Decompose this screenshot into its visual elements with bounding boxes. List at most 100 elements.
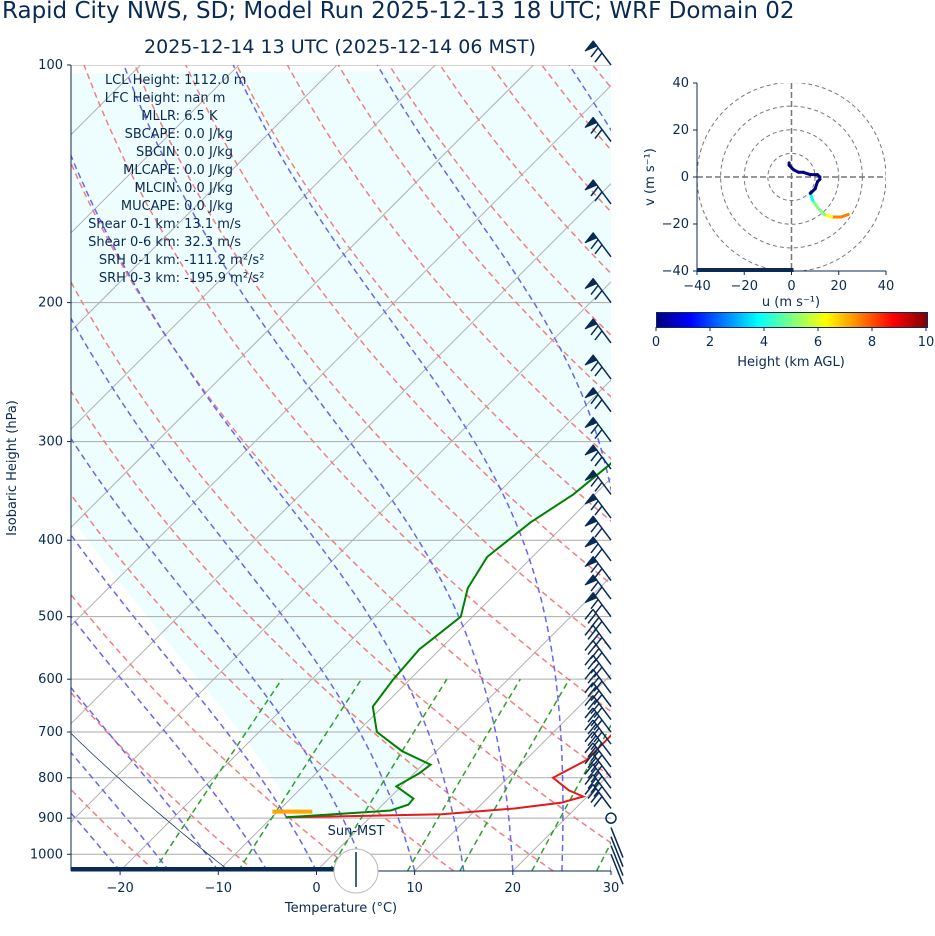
wind-barb bbox=[584, 695, 612, 720]
wind-barb bbox=[584, 469, 612, 495]
param-shear-0-1: Shear 0-1 km: 13.1 m/s bbox=[88, 217, 242, 232]
moist-adiabat bbox=[71, 615, 269, 871]
y-tick-label: 200 bbox=[38, 296, 63, 311]
hodograph-segment bbox=[815, 206, 827, 217]
wind-barb bbox=[610, 845, 624, 876]
isotherm-line bbox=[217, 477, 611, 871]
param-mlcape: MLCAPE: 0.0 J/kg bbox=[123, 163, 233, 178]
hodograph-x-tick-label: 0 bbox=[787, 279, 795, 294]
wind-barb bbox=[610, 853, 624, 885]
moist-adiabat bbox=[71, 811, 121, 871]
wind-barb-feather bbox=[590, 476, 599, 487]
wind-barb-feather bbox=[590, 361, 599, 372]
wind-barb-feather bbox=[587, 788, 597, 799]
dry-adiabat bbox=[71, 280, 611, 844]
wind-barb-feather bbox=[587, 711, 597, 723]
wind-barb-feather bbox=[593, 694, 603, 706]
dry-adiabat bbox=[337, 65, 611, 398]
wind-barb-feather bbox=[590, 186, 599, 197]
wind-barb-feather bbox=[590, 761, 600, 773]
isotherm-line bbox=[119, 379, 611, 871]
wind-barb-feather bbox=[594, 586, 603, 597]
wind-barb bbox=[584, 774, 612, 800]
wind-barb bbox=[610, 827, 624, 858]
dry-adiabat bbox=[286, 65, 611, 460]
wind-barb-feather bbox=[593, 620, 603, 632]
wind-barb-feather bbox=[590, 632, 600, 644]
wind-barb-feather bbox=[590, 727, 600, 739]
wind-barb-flag bbox=[584, 493, 598, 505]
x-tick-label: 30 bbox=[603, 881, 620, 896]
dry-adiabat bbox=[71, 691, 255, 871]
skewt-axes: 100 200 300 400 500 600 700 800 900 1000 −20 −10 0 10… bbox=[5, 58, 619, 916]
mixing-ratio-line bbox=[153, 678, 283, 871]
wind-barb bbox=[584, 731, 612, 757]
wind-barb-feather bbox=[594, 527, 603, 538]
wind-barb-feather bbox=[584, 753, 594, 765]
wind-barb-feather bbox=[584, 682, 594, 694]
dry-adiabat bbox=[134, 65, 611, 649]
wind-barb bbox=[584, 536, 612, 562]
y-tick-label: 300 bbox=[38, 435, 63, 450]
dry-adiabat bbox=[745, 65, 935, 871]
wind-barb-feather bbox=[584, 742, 594, 754]
hodograph-y-tick-label: −20 bbox=[662, 217, 689, 232]
wind-barb-feather bbox=[594, 52, 603, 63]
moist-adiabat bbox=[71, 153, 465, 871]
hodograph-rings bbox=[697, 83, 886, 271]
y-axis-label: Isobaric Height (hPa) bbox=[5, 400, 20, 536]
hodograph-x-tick-label: 20 bbox=[830, 279, 847, 294]
wind-barb-feather bbox=[594, 330, 603, 341]
wind-barb-feather bbox=[594, 290, 603, 301]
wind-barb-feather bbox=[590, 690, 600, 702]
wind-barb-feather bbox=[590, 750, 600, 762]
moist-adiabat bbox=[71, 751, 170, 871]
wind-barb bbox=[584, 277, 612, 304]
wind-barb-feather bbox=[584, 608, 594, 620]
wind-barb bbox=[584, 318, 612, 344]
wind-barb-feather bbox=[590, 676, 600, 688]
wind-barb bbox=[584, 574, 612, 600]
mixing-ratio-line bbox=[459, 678, 571, 871]
wind-barb-feather bbox=[590, 563, 599, 574]
skewt-background bbox=[71, 65, 935, 871]
wind-barb-feather bbox=[587, 723, 597, 735]
isotherm-line bbox=[610, 870, 611, 871]
x-tick-label: 10 bbox=[406, 881, 423, 896]
wind-barb bbox=[584, 40, 612, 66]
isotherm-line bbox=[414, 673, 611, 871]
wind-barb-feather bbox=[590, 451, 599, 462]
y-tick-label: 800 bbox=[38, 771, 63, 786]
wind-barb bbox=[584, 493, 612, 519]
x-tick-label: −10 bbox=[205, 881, 232, 896]
wind-barb-feather bbox=[587, 686, 597, 698]
wind-barb bbox=[584, 784, 612, 809]
colorbar-tick-label: 8 bbox=[868, 335, 876, 350]
wind-barb-feather bbox=[590, 662, 600, 674]
wind-barb bbox=[584, 354, 612, 380]
param-sbcin: SBCIN: 0.0 J/kg bbox=[136, 145, 233, 160]
wind-barb bbox=[584, 555, 612, 582]
param-lfc-height: LFC Height: nan m bbox=[104, 91, 226, 106]
y-tick-label: 400 bbox=[38, 533, 63, 548]
param-mllr: MLLR: 6.5 K bbox=[141, 109, 218, 124]
wind-barb-feather bbox=[590, 715, 600, 727]
wind-barb-feather bbox=[590, 47, 599, 58]
wind-barb-flag bbox=[584, 515, 598, 527]
mixing-ratio-line bbox=[406, 678, 521, 871]
wind-barb-feather bbox=[587, 778, 597, 790]
wind-barb-feather bbox=[594, 548, 603, 559]
param-mlcin: MLCIN: 0.0 J/kg bbox=[134, 181, 233, 196]
moist-adiabat bbox=[709, 65, 817, 871]
y-tick-label: 1000 bbox=[30, 847, 63, 862]
hodograph-y-tick-label: 40 bbox=[672, 76, 689, 91]
wind-barb-feather bbox=[587, 612, 597, 624]
wind-barb-feather bbox=[590, 394, 599, 405]
wind-barb-feather bbox=[587, 699, 597, 711]
moist-adiabat bbox=[123, 65, 514, 871]
wind-barb-feather bbox=[584, 784, 594, 795]
wind-barb bbox=[584, 591, 612, 618]
x-tick-label: 0 bbox=[312, 881, 320, 896]
wind-barb-feather bbox=[584, 731, 594, 743]
wind-barb-feather bbox=[593, 680, 603, 692]
